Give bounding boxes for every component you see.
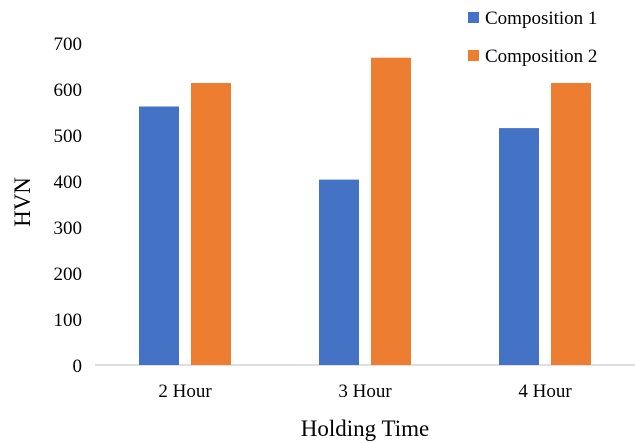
x-axis-title: Holding Time <box>301 416 429 441</box>
y-tick-label-600: 600 <box>54 80 83 101</box>
x-tick-label-1: 2 Hour <box>158 381 212 402</box>
y-tick-label-500: 500 <box>54 126 83 147</box>
x-axis-ticks: 2 Hour 3 Hour 4 Hour <box>158 381 572 402</box>
y-tick-label-300: 300 <box>54 218 83 239</box>
bar-series-2-3-hour <box>371 57 411 365</box>
bars <box>139 57 591 366</box>
y-tick-label-200: 200 <box>54 264 83 285</box>
x-tick-label-3: 4 Hour <box>518 381 572 402</box>
bar-series-2-4-hour <box>551 83 591 366</box>
legend: Composition 1 Composition 2 <box>468 8 597 67</box>
y-axis-ticks: 0 100 200 300 400 500 600 700 <box>54 34 83 377</box>
bar-series-1-4-hour <box>499 128 539 365</box>
bar-series-1-2-hour <box>139 106 179 365</box>
bar-series-1-3-hour <box>319 179 359 365</box>
legend-swatch-composition-2 <box>468 50 479 61</box>
bar-series-2-2-hour <box>191 83 231 366</box>
y-tick-label-400: 400 <box>54 172 83 193</box>
x-tick-label-2: 3 Hour <box>338 381 392 402</box>
legend-swatch-composition-1 <box>468 12 479 23</box>
y-axis-title: HVN <box>10 177 35 227</box>
y-tick-label-0: 0 <box>73 356 83 377</box>
y-tick-label-100: 100 <box>54 310 83 331</box>
y-tick-label-700: 700 <box>54 34 83 55</box>
legend-label-composition-1: Composition 1 <box>485 8 597 29</box>
legend-label-composition-2: Composition 2 <box>485 46 597 67</box>
